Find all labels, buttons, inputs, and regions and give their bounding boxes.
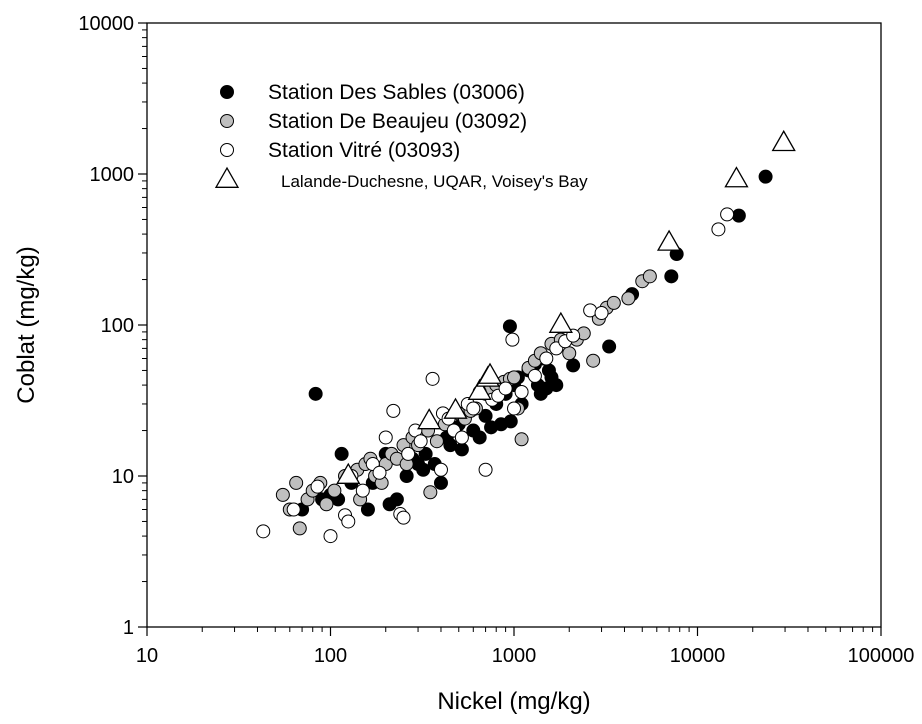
circle-point [386, 403, 401, 418]
circle-point [275, 487, 290, 502]
circle-point [527, 368, 542, 383]
data-points [256, 129, 796, 544]
triangle-point [417, 408, 442, 430]
y-tick-label: 100 [101, 315, 134, 337]
circle-point [308, 386, 323, 401]
circle-point [372, 465, 387, 480]
circle-point [319, 497, 334, 512]
legend-marker [214, 166, 240, 188]
y-tick-label: 1000 [90, 164, 135, 186]
circle-point [454, 430, 469, 445]
x-tick-label: 10 [136, 645, 158, 667]
circle-point [514, 384, 529, 399]
circle-point [478, 462, 493, 477]
circle-point [429, 434, 444, 449]
circle-point [334, 446, 349, 461]
x-tick-label: 1000 [492, 645, 537, 667]
triangle-point [548, 311, 573, 333]
circle-point [341, 514, 356, 529]
circle-point [498, 381, 513, 396]
circle-point [413, 434, 428, 449]
circle-point [472, 430, 487, 445]
circle-point [539, 351, 554, 366]
legend-label: Station Des Sables (03006) [268, 81, 525, 104]
series-2 [256, 207, 735, 544]
legend-marker [220, 114, 234, 128]
series-3 [336, 129, 796, 484]
circle-point [478, 408, 493, 423]
circle-point [664, 269, 679, 284]
circle-point [323, 529, 338, 544]
circle-point [731, 208, 746, 223]
circle-point [594, 306, 609, 321]
circle-point [416, 462, 431, 477]
circle-point [425, 371, 440, 386]
circle-point [566, 358, 581, 373]
circle-point [256, 524, 271, 539]
x-tick-label: 100 [314, 645, 347, 667]
circle-point [507, 401, 521, 416]
circle-point [602, 339, 617, 354]
circle-point [642, 269, 657, 284]
circle-point [389, 492, 404, 507]
circle-point [711, 222, 726, 237]
circle-point [433, 475, 448, 490]
circle-point [433, 462, 448, 477]
circle-point [583, 303, 598, 318]
circle-point [606, 295, 621, 310]
circle-point [360, 502, 375, 517]
x-tick-label: 100000 [848, 645, 915, 667]
x-axis: 10 100 1000 10000 100000 [136, 627, 915, 667]
circle-point [549, 378, 564, 393]
circle-point [396, 510, 411, 525]
circle-point [423, 485, 438, 500]
circle-point [505, 332, 520, 347]
circle-point [503, 414, 518, 429]
legend-marker [220, 85, 234, 99]
circle-point [289, 475, 304, 490]
legend-label: Lalande-Duchesne, UQAR, Voisey's Bay [281, 172, 588, 191]
circle-point [378, 430, 393, 445]
legend-marker [220, 143, 234, 157]
circle-point [286, 502, 301, 517]
y-tick-label: 10 [112, 466, 134, 488]
circle-point [466, 401, 481, 416]
triangle-point [467, 378, 492, 400]
y-axis-label: Coblat (mg/kg) [13, 246, 40, 403]
circle-point [327, 483, 342, 498]
circle-point [292, 521, 307, 536]
circle-point [454, 442, 469, 457]
circle-point [562, 346, 577, 361]
legend-label: Station De Beaujeu (03092) [268, 110, 527, 133]
triangle-point [771, 129, 796, 152]
y-tick-label: 1 [123, 617, 134, 639]
x-tick-label: 10000 [670, 645, 726, 667]
circle-point [401, 446, 416, 461]
legend-label: Station Vitré (03093) [268, 139, 460, 162]
y-axis: 1 10 100 1000 10000 [78, 13, 147, 639]
y-tick-label: 10000 [78, 13, 134, 35]
triangle-point [724, 166, 749, 188]
circle-point [514, 432, 529, 447]
circle-point [355, 483, 370, 498]
triangle-point [477, 362, 503, 384]
triangle-point [336, 462, 361, 484]
circle-point [310, 479, 325, 494]
circle-point [502, 319, 517, 334]
circle-point [507, 370, 521, 385]
x-axis-label: Nickel (mg/kg) [437, 688, 590, 715]
circle-point [586, 353, 601, 368]
circle-point [720, 207, 735, 222]
circle-point [418, 446, 433, 461]
triangle-point [443, 397, 468, 419]
circle-point [621, 291, 636, 306]
legend: Station Des Sables (03006) Station De Bea… [214, 81, 588, 191]
circle-point [758, 169, 773, 184]
circle-point [399, 469, 414, 483]
triangle-point [656, 229, 682, 251]
